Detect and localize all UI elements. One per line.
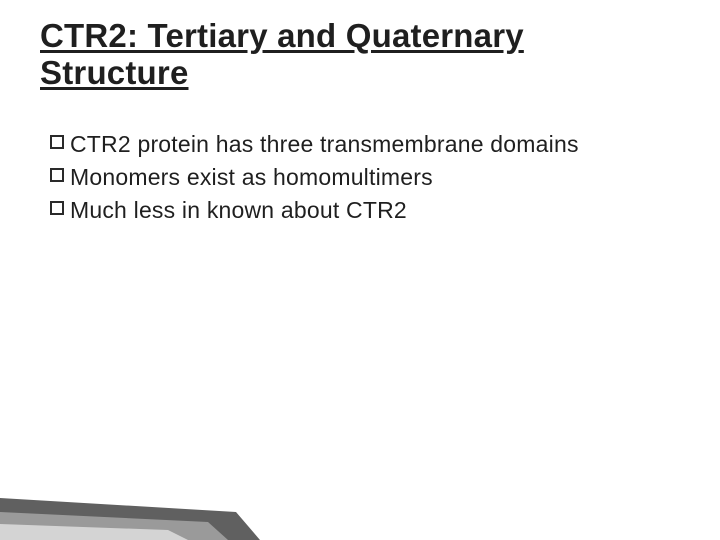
list-item: Monomers exist as homomultimers <box>50 163 610 192</box>
square-bullet-icon <box>50 168 64 182</box>
wedge-light <box>0 524 188 540</box>
bullet-text: Much less in known about CTR2 <box>70 196 407 225</box>
list-item: Much less in known about CTR2 <box>50 196 610 225</box>
list-item: CTR2 protein has three transmembrane dom… <box>50 130 610 159</box>
slide: CTR2: Tertiary and Quaternary Structure … <box>0 0 720 540</box>
corner-wedge-icon <box>0 450 260 540</box>
slide-title: CTR2: Tertiary and Quaternary Structure <box>40 18 600 92</box>
square-bullet-icon <box>50 135 64 149</box>
wedge-mid <box>0 512 228 540</box>
wedge-dark <box>0 498 260 540</box>
bullet-text: CTR2 protein has three transmembrane dom… <box>70 130 579 159</box>
square-bullet-icon <box>50 201 64 215</box>
bullet-text: Monomers exist as homomultimers <box>70 163 433 192</box>
slide-body: CTR2 protein has three transmembrane dom… <box>50 130 610 228</box>
